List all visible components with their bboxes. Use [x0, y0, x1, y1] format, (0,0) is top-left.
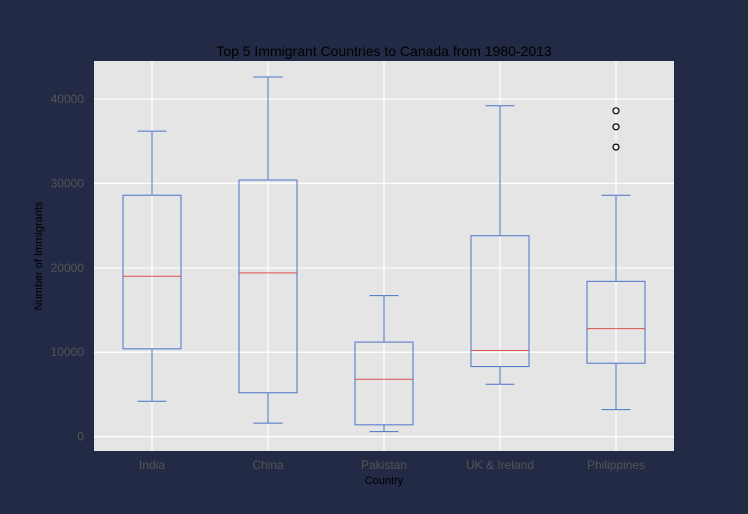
outlier-point	[612, 143, 620, 151]
box-iqr	[122, 194, 182, 350]
box-pakistan	[354, 295, 414, 433]
box-iqr	[470, 235, 530, 368]
box-china	[238, 76, 298, 424]
x-tick-label: Pakistan	[361, 458, 407, 472]
box-series	[122, 76, 646, 433]
y-axis-label: Number of Immigrants	[33, 201, 45, 310]
box-iqr	[586, 280, 646, 364]
y-tick-label: 40000	[51, 92, 85, 106]
y-tick-label: 30000	[51, 176, 85, 190]
x-tick-label: Philippines	[587, 458, 645, 472]
outlier-point	[612, 123, 620, 131]
box-uk-ireland	[470, 105, 530, 385]
x-axis-ticks: India China Pakistan UK & Ireland Philippine…	[139, 458, 645, 472]
y-tick-label: 0	[77, 430, 84, 444]
x-axis-label: Country	[365, 475, 404, 487]
x-tick-label: India	[139, 458, 165, 472]
y-tick-label: 20000	[51, 261, 85, 275]
y-tick-label: 10000	[51, 345, 85, 359]
x-tick-label: UK & Ireland	[466, 458, 534, 472]
x-tick-label: China	[252, 458, 284, 472]
box-iqr	[354, 341, 414, 426]
box-iqr	[238, 179, 298, 394]
box-india	[122, 130, 182, 402]
box-philippines	[586, 107, 646, 411]
outlier-point	[612, 107, 620, 115]
chart-title: Top 5 Immigrant Countries to Canada from…	[216, 43, 552, 59]
y-axis-ticks: 0 10000 20000 30000 40000	[51, 92, 85, 444]
